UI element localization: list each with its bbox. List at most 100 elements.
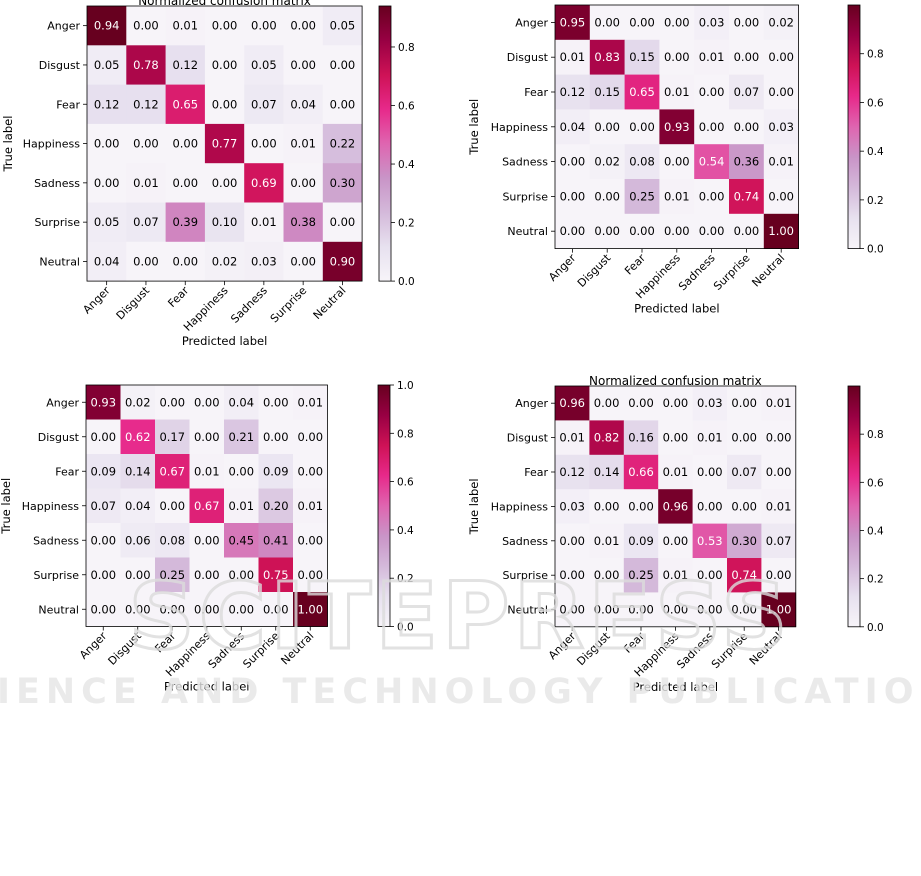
cell-value-label: 0.96	[663, 499, 689, 513]
cell-value-label: 0.00	[629, 15, 655, 29]
cell-value-label: 0.00	[290, 19, 316, 33]
heatmap-cell	[589, 5, 625, 41]
cell-value-label: 0.94	[94, 19, 120, 33]
x-tick-label: Disgust	[575, 251, 614, 290]
colorbar-tick-label: 0.2	[867, 195, 884, 207]
heatmap-cell	[623, 386, 659, 421]
heatmap-cell	[623, 592, 659, 628]
x-tick-label: Anger	[546, 251, 579, 284]
cell-value-label: 0.02	[212, 254, 238, 268]
colorbar-tick-label: 0.0	[867, 244, 884, 256]
heatmap-cell	[623, 454, 659, 490]
colorbar-tick-label: 0.6	[397, 477, 414, 489]
cell-value-label: 0.69	[251, 176, 277, 190]
cell-value-label: 0.00	[251, 19, 277, 33]
heatmap-cell	[283, 84, 324, 125]
cell-value-label: 0.01	[766, 396, 792, 410]
cell-value-label: 0.66	[628, 465, 654, 479]
y-tick-label: Sadness	[502, 535, 548, 548]
heatmap-cell	[293, 488, 328, 524]
heatmap-cell	[555, 74, 591, 110]
heatmap-cell	[165, 202, 206, 243]
cell-value-label: 0.00	[594, 396, 620, 410]
cell-value-label: 0.00	[731, 396, 757, 410]
cell-value-label: 0.00	[297, 533, 323, 547]
x-tick-label: Disgust	[114, 284, 153, 323]
cell-value-label: 0.00	[594, 224, 620, 238]
x-axis-label: Predicted label	[182, 334, 267, 348]
cell-value-label: 0.74	[731, 568, 757, 582]
cell-value-label: 0.93	[664, 120, 690, 134]
colorbar-tick-label: 0.0	[397, 622, 414, 634]
heatmap-cell	[258, 523, 294, 558]
heatmap-cell	[623, 558, 659, 593]
cell-value-label: 0.01	[697, 431, 723, 445]
cell-value-label: 0.00	[629, 224, 655, 238]
heatmap-cell	[761, 386, 797, 421]
heatmap-cell	[165, 241, 206, 282]
y-axis-label: True label	[0, 478, 13, 535]
cell-value-label: 0.00	[664, 155, 690, 169]
heatmap-cell	[763, 5, 799, 41]
heatmap-cell	[165, 84, 206, 125]
cell-value-label: 0.62	[125, 430, 151, 444]
heatmap-cell	[694, 109, 730, 145]
cell-value-label: 1.00	[768, 224, 794, 238]
cell-value-label: 0.00	[194, 568, 220, 582]
x-tick-label: Sadness	[676, 251, 718, 293]
cell-value-label: 0.07	[731, 465, 757, 479]
cell-value-label: 1.00	[766, 603, 792, 617]
cell-value-label: 0.22	[330, 137, 356, 151]
heatmap-cell	[589, 179, 625, 215]
heatmap-cell	[126, 45, 166, 85]
heatmap-cell	[694, 39, 730, 75]
cell-value-label: 0.00	[699, 120, 725, 134]
y-tick-label: Happiness	[23, 138, 81, 151]
cell-value-label: 0.00	[263, 395, 289, 409]
heatmap-cell	[155, 523, 190, 558]
heatmap-cell	[87, 45, 127, 85]
heatmap-cell	[692, 489, 728, 524]
colorbar-tick-label: 0.2	[397, 573, 414, 585]
heatmap-cell	[155, 592, 190, 627]
heatmap-cell	[589, 109, 625, 145]
y-axis-label: True label	[467, 99, 481, 156]
heatmap-cell	[293, 592, 328, 627]
heatmap-cell	[659, 179, 695, 215]
cell-value-label: 0.01	[290, 137, 316, 151]
cell-value-label: 0.03	[699, 15, 725, 29]
cell-value-label: 0.00	[212, 97, 238, 111]
heatmap-cell	[555, 179, 591, 215]
heatmap-cell	[322, 84, 363, 125]
heatmap-cell	[729, 5, 765, 41]
cell-value-label: 0.01	[664, 85, 690, 99]
cell-value-label: 0.00	[594, 603, 620, 617]
cell-value-label: 0.00	[228, 464, 254, 478]
cell-value-label: 0.04	[94, 254, 120, 268]
cell-value-label: 0.00	[290, 254, 316, 268]
heatmap-cell	[204, 6, 245, 46]
cell-value-label: 0.12	[560, 85, 586, 99]
heatmap-cell	[589, 489, 625, 524]
heatmap-cell	[86, 385, 121, 420]
heatmap-cell	[763, 109, 799, 145]
heatmap-cell	[244, 241, 284, 282]
cell-value-label: 0.05	[94, 58, 120, 72]
cell-value-label: 0.01	[663, 465, 689, 479]
heatmap-cell	[120, 523, 156, 558]
cell-value-label: 0.00	[699, 224, 725, 238]
cell-value-label: 0.00	[125, 602, 151, 616]
heatmap-cell	[293, 419, 328, 455]
heatmap-cell	[555, 5, 591, 41]
cell-value-label: 0.12	[559, 465, 585, 479]
cell-value-label: 0.00	[194, 602, 220, 616]
heatmap-cell	[322, 123, 363, 164]
cell-value-label: 0.00	[766, 465, 792, 479]
colorbar-tick-label: 0.2	[398, 218, 415, 230]
cell-value-label: 0.12	[94, 97, 120, 111]
cell-value-label: 0.00	[194, 395, 220, 409]
cell-value-label: 0.05	[251, 58, 277, 72]
heatmap-cell	[293, 523, 328, 558]
y-tick-label: Anger	[515, 16, 548, 29]
